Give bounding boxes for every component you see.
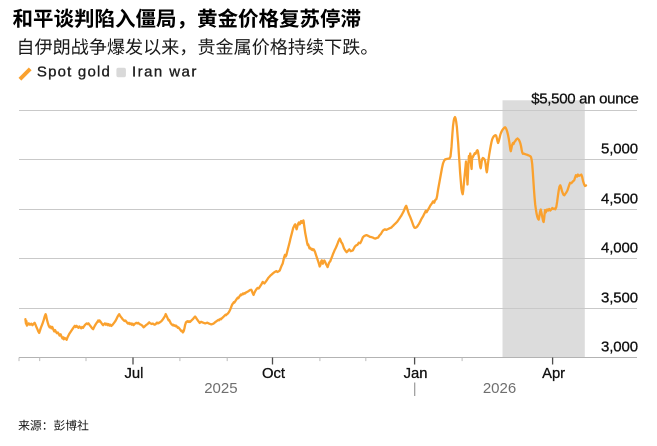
svg-text:4,500: 4,500 xyxy=(601,191,638,208)
svg-text:Jan: Jan xyxy=(404,366,428,382)
svg-text:$5,500 an ounce: $5,500 an ounce xyxy=(531,91,638,108)
svg-text:Spot gold: Spot gold xyxy=(37,64,111,81)
svg-text:3,500: 3,500 xyxy=(601,290,638,307)
svg-text:Apr: Apr xyxy=(542,366,565,382)
svg-text:Iran war: Iran war xyxy=(132,64,198,81)
svg-text:Oct: Oct xyxy=(262,366,285,382)
svg-text:5,000: 5,000 xyxy=(601,141,638,158)
svg-text:2026: 2026 xyxy=(483,380,516,397)
svg-text:2025: 2025 xyxy=(204,380,237,397)
svg-text:Jul: Jul xyxy=(125,366,144,382)
svg-text:3,000: 3,000 xyxy=(601,339,638,356)
svg-text:4,000: 4,000 xyxy=(601,240,638,257)
